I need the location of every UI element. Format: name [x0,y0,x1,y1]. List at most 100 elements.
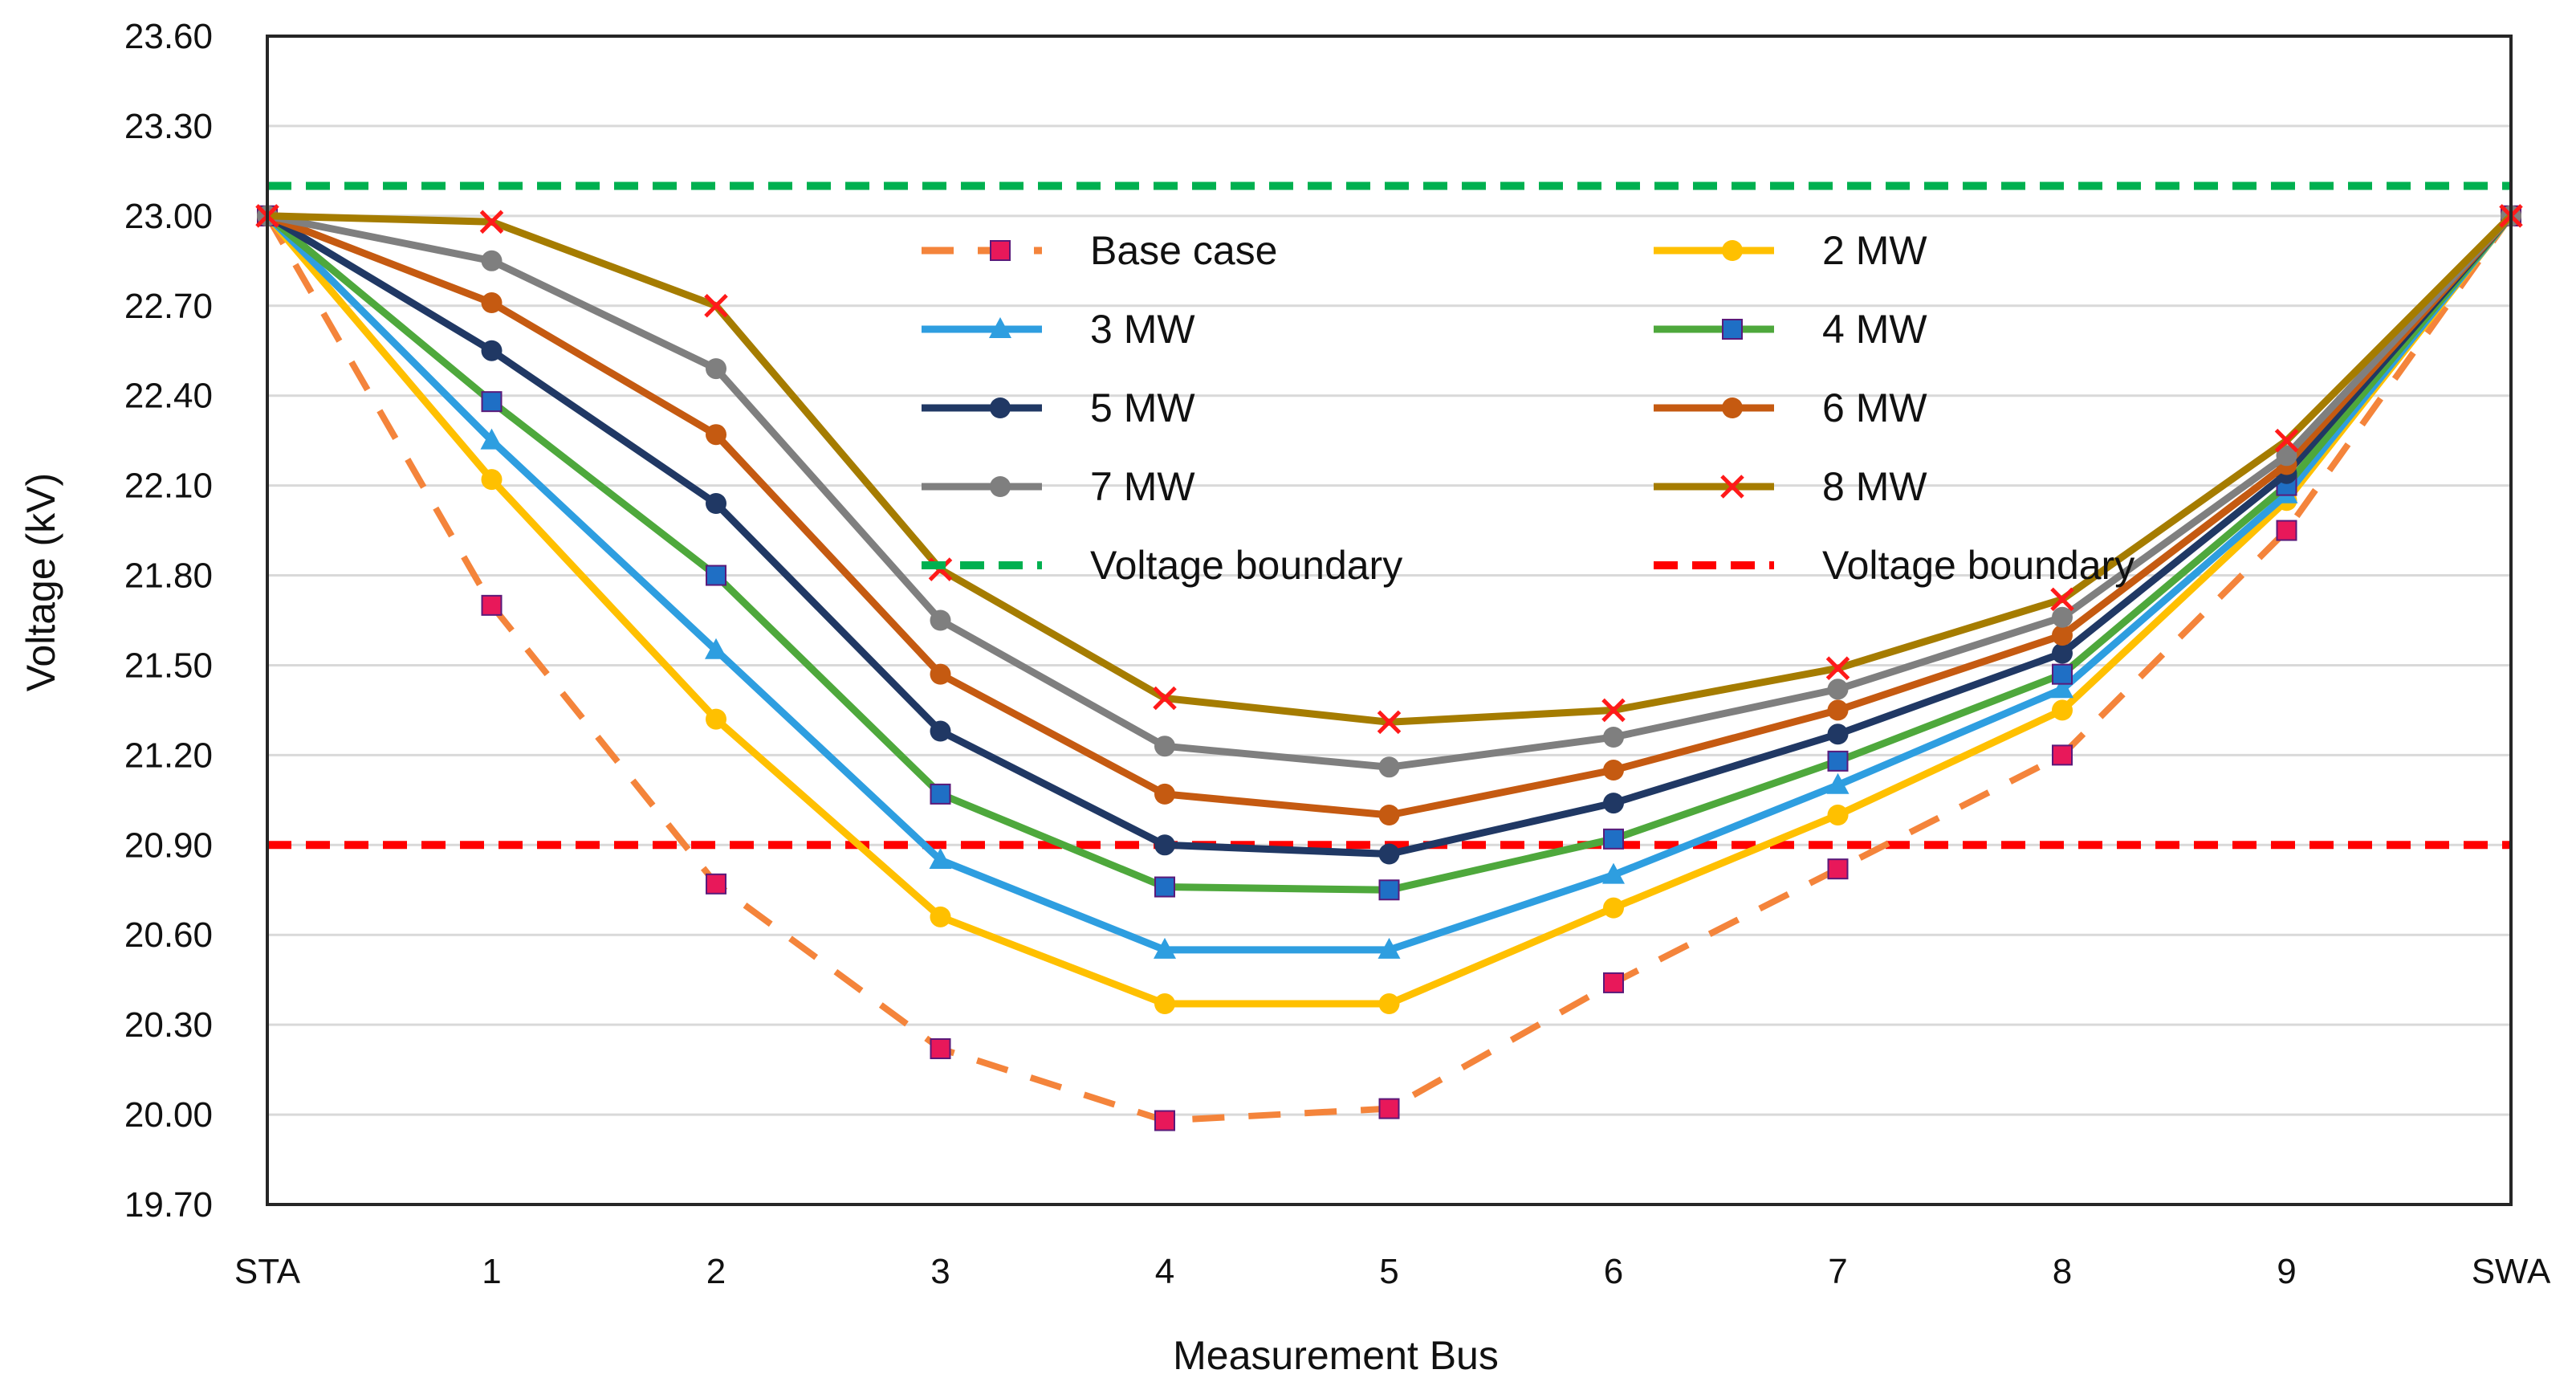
data-point [2052,663,2073,685]
data-point [929,847,952,869]
legend-label: Voltage boundary [1090,543,1402,588]
x-tick-label: 1 [482,1252,501,1291]
data-point [1378,993,1400,1015]
series-8-mw [255,204,2523,735]
x-tick-label: 3 [930,1252,950,1291]
legend-entry: Voltage boundary [1654,543,2134,588]
data-point [1154,783,1175,805]
data-point [1154,876,1175,898]
x-tick-label: 4 [1155,1252,1174,1291]
y-tick-label: 20.30 [124,1005,213,1045]
y-tick-label: 19.70 [124,1185,213,1225]
data-point [2052,744,2073,766]
data-point [480,428,503,450]
data-point [1153,686,1177,711]
legend-entry: Voltage boundary [922,543,1402,588]
data-point [1603,793,1624,814]
data-point [1378,756,1400,778]
x-axis-title: Measurement Bus [1173,1333,1499,1378]
y-tick-label: 20.60 [124,915,213,955]
data-point [481,594,503,616]
data-point [705,638,727,659]
data-point [930,783,951,805]
data-point [481,250,503,271]
data-point [481,340,503,361]
data-point [2052,606,2073,628]
x-tick-label: 8 [2053,1252,2072,1291]
y-tick-label: 20.00 [124,1095,213,1135]
data-point [706,873,726,895]
data-point [706,493,726,514]
data-point [2052,699,2073,721]
legend-entry: 2 MW [1654,228,1927,273]
y-tick-label: 20.90 [124,825,213,865]
legend-marker [1722,240,1743,261]
data-point [1154,937,1176,959]
x-tick-label: 7 [1828,1252,1847,1291]
data-point [1603,897,1624,919]
data-point [1827,858,1849,880]
data-point [1154,1110,1175,1131]
series-layer [255,203,2523,1131]
series-7-mw [257,205,2521,778]
legend-label: Base case [1090,228,1277,273]
legend-entry: 6 MW [1654,385,1927,430]
data-point [1826,772,1850,794]
data-point [2276,520,2297,541]
data-point [479,210,504,234]
legend-label: 6 MW [1822,385,1927,430]
y-tick-label: 21.80 [124,556,213,596]
legend-entry: 4 MW [1654,307,1927,352]
data-point [706,358,726,380]
series-line [264,214,2514,1124]
data-point [1601,698,1626,723]
data-point [706,565,726,586]
data-point [1378,937,1401,959]
data-point [930,720,951,742]
data-point [2052,642,2073,664]
data-point [1603,727,1624,748]
data-point [1378,843,1400,865]
y-tick-label: 21.20 [124,736,213,775]
series-base-case [257,205,2521,1131]
data-point [704,294,728,318]
legend-label: 4 MW [1822,307,1927,352]
x-tick-label: SWA [2472,1252,2551,1291]
y-axis-title: Voltage (kV) [18,473,63,691]
y-tick-label: 22.40 [124,377,213,416]
data-point [481,469,503,491]
grid-layer [267,35,2511,1206]
legend-marker [990,240,1011,261]
data-point [706,708,726,730]
data-point [1827,699,1849,721]
y-tick-label: 23.60 [124,17,213,56]
data-point [1603,972,1624,993]
x-tick-label: STA [234,1252,301,1291]
data-point [1825,656,1850,680]
data-point [1827,750,1849,772]
data-point [1154,736,1175,757]
axis-layer: 19.70 20.00 20.30 20.60 20.90 21.20 21.50 21.80… [124,17,2551,1291]
data-point [1154,993,1175,1015]
legend-marker [990,397,1011,418]
legend-label: 2 MW [1822,228,1927,273]
legend-marker [1722,319,1743,340]
legend-marker [1722,397,1743,418]
series-line [267,212,2514,726]
legend: Base case 2 MW 3 MW 4 MW 5 MW 6 MW 7 MW 8 MW Vol… [922,228,2134,588]
data-point [930,906,951,927]
legend-label: 7 MW [1090,464,1195,509]
data-point [1827,679,1849,700]
data-point [930,663,951,685]
legend-label: Voltage boundary [1822,543,2134,588]
plot-area-border [266,35,2513,1206]
data-point [481,391,503,413]
data-point [2276,445,2297,467]
x-tick-label: 6 [1604,1252,1623,1291]
x-tick-label: 2 [706,1252,726,1291]
data-point [930,1038,951,1059]
legend-label: 3 MW [1090,307,1195,352]
data-point [1378,879,1400,901]
data-point [1378,1098,1400,1119]
